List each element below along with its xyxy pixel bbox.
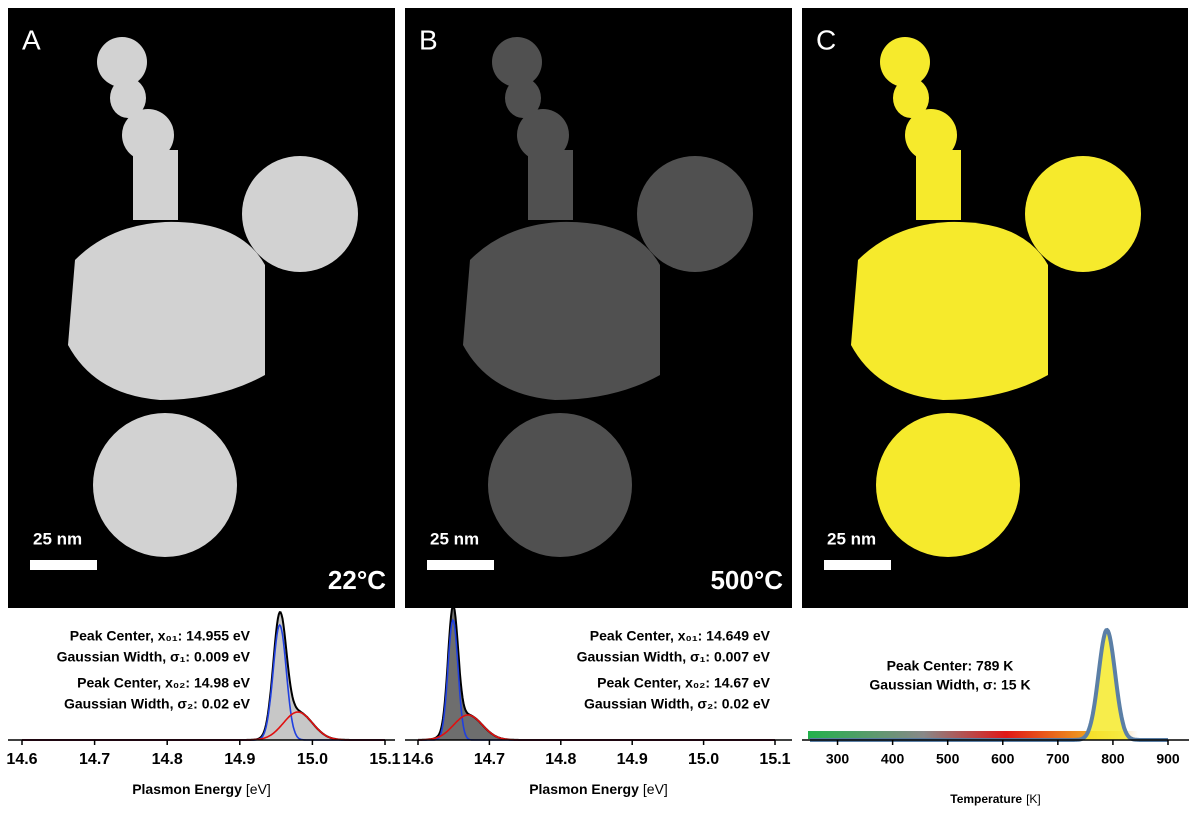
x-tick-label: 15.1 <box>369 751 400 768</box>
x-tick-label: 14.8 <box>545 751 576 768</box>
axis-title-text: Plasmon Energy <box>529 781 639 797</box>
annotation: Gaussian Width, σ₁: 0.009 eV <box>57 649 251 665</box>
x-tick-label: 14.9 <box>617 751 648 768</box>
x-tick-label: 14.7 <box>79 751 110 768</box>
x-tick-label: 800 <box>1101 751 1125 767</box>
annotation: Peak Center, x₀₁: 14.955 eV <box>70 628 251 644</box>
x-axis-title: Plasmon Energy [eV] <box>132 781 271 797</box>
x-tick-label: 300 <box>826 751 850 767</box>
axis-title-text: Plasmon Energy <box>132 781 242 797</box>
panel-label: A <box>22 24 41 55</box>
annotation: Gaussian Width, σ₁: 0.007 eV <box>577 649 771 665</box>
annotation: Gaussian Width, σ: 15 K <box>869 677 1030 693</box>
scale-bar-label: 25 nm <box>827 529 876 548</box>
annotation: Peak Center, x₀₁: 14.649 eV <box>590 628 771 644</box>
histogram-area <box>22 612 385 740</box>
temperature-label: 500°C <box>710 565 783 595</box>
axis-unit: [K] <box>1026 792 1041 806</box>
x-tick-label: 14.7 <box>474 751 505 768</box>
x-tick-label: 500 <box>936 751 960 767</box>
annotation: Peak Center, x₀₂: 14.98 eV <box>77 675 251 691</box>
histogram-area <box>418 605 775 740</box>
x-axis-title: Plasmon Energy [eV] <box>529 781 668 797</box>
x-tick-label: 400 <box>881 751 905 767</box>
scale-bar-label: 25 nm <box>33 529 82 548</box>
annotation: Peak Center, x₀₂: 14.67 eV <box>597 675 771 691</box>
axis-unit: [eV] <box>643 781 668 797</box>
panel-label: C <box>816 24 836 55</box>
scale-bar-label: 25 nm <box>430 529 479 548</box>
x-tick-label: 15.0 <box>297 751 328 768</box>
fit-component-curve <box>22 711 385 741</box>
x-tick-label: 14.8 <box>152 751 183 768</box>
scale-bar <box>824 560 891 570</box>
x-tick-label: 14.6 <box>402 751 433 768</box>
temperature-colorbar <box>808 731 1138 739</box>
x-axis-title: Temperature [K] <box>950 792 1040 806</box>
x-tick-label: 600 <box>991 751 1015 767</box>
x-tick-label: 900 <box>1156 751 1180 767</box>
x-tick-label: 15.0 <box>688 751 719 768</box>
axis-title-text: Temperature <box>950 792 1022 806</box>
annotation: Peak Center: 789 K <box>887 658 1014 674</box>
x-tick-label: 14.6 <box>6 751 37 768</box>
panel-label: B <box>419 24 438 55</box>
annotation: Gaussian Width, σ₂: 0.02 eV <box>64 696 251 712</box>
x-tick-label: 700 <box>1046 751 1070 767</box>
temperature-label: 22°C <box>328 565 386 595</box>
scale-bar <box>30 560 97 570</box>
x-tick-label: 15.1 <box>759 751 790 768</box>
scale-bar <box>427 560 494 570</box>
annotation: Gaussian Width, σ₂: 0.02 eV <box>584 696 771 712</box>
axis-unit: [eV] <box>246 781 271 797</box>
x-tick-label: 14.9 <box>224 751 255 768</box>
